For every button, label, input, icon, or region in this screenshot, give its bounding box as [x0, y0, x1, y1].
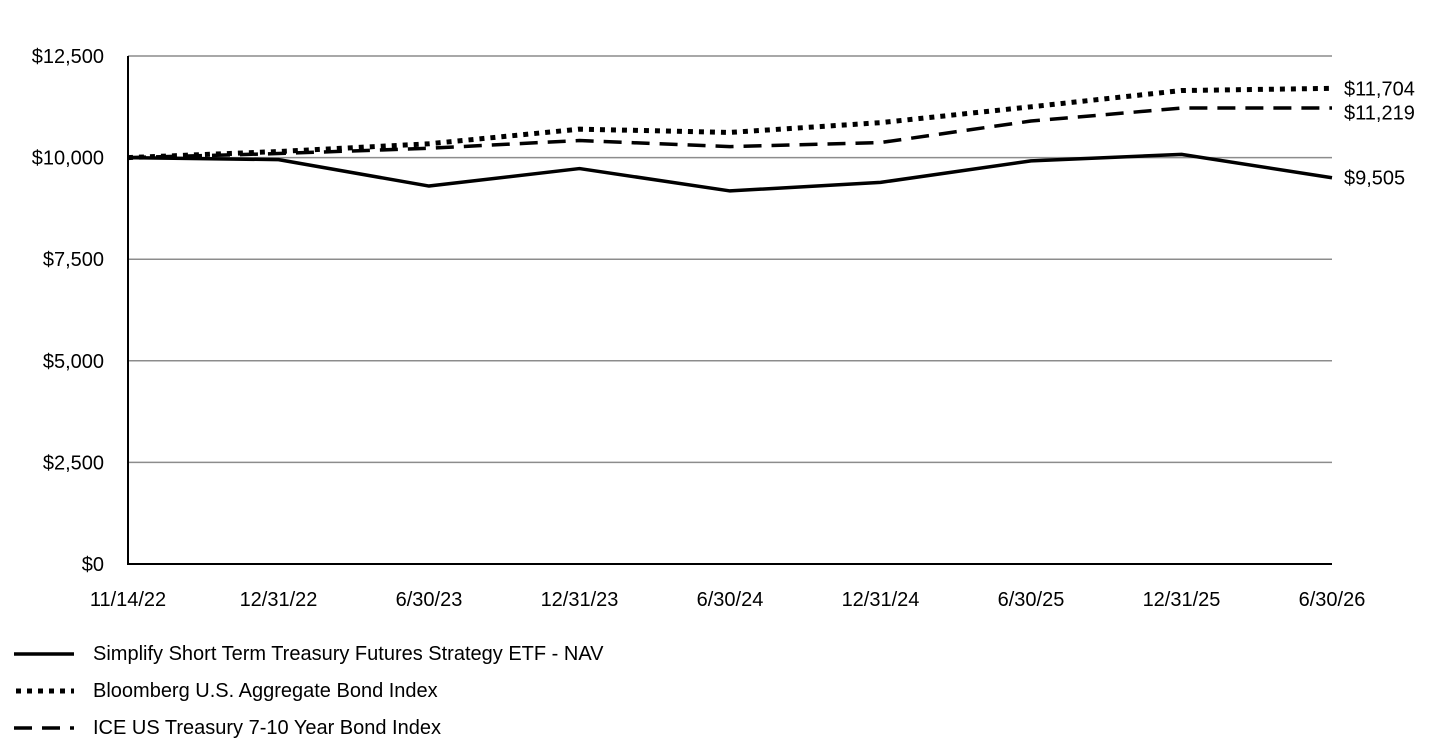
series-line-dashed [127, 106, 1332, 160]
series-line-dotted [127, 85, 1333, 161]
legend-label: ICE US Treasury 7-10 Year Bond Index [93, 717, 441, 739]
y-tick-label: $7,500 [43, 249, 104, 271]
y-axis-ticks: $0 $2,500 $5,000 $7,500 $10,000 $12,500 [32, 46, 104, 576]
end-value-label: $9,505 [1344, 168, 1405, 190]
x-tick-label: 12/31/22 [240, 589, 318, 611]
x-tick-label: 11/14/22 [90, 589, 166, 611]
y-tick-label: $12,500 [32, 46, 104, 68]
x-tick-label: 6/30/24 [697, 589, 764, 611]
x-axis-ticks: 11/14/22 12/31/22 6/30/23 12/31/23 6/30/24 12… [90, 589, 1366, 611]
y-tick-label: $0 [82, 554, 104, 576]
x-tick-label: 12/31/25 [1143, 589, 1221, 611]
legend-swatch-dotted [16, 688, 74, 694]
series-line-solid [127, 152, 1333, 193]
y-tick-label: $2,500 [43, 452, 104, 474]
x-tick-label: 6/30/25 [998, 589, 1065, 611]
end-labels: $11,704$11,219 $9,505 [1344, 78, 1415, 189]
x-tick-label: 6/30/23 [396, 589, 463, 611]
legend-swatch-solid [14, 652, 74, 656]
gridlines [128, 55, 1332, 464]
y-tick-label: $5,000 [43, 351, 104, 373]
x-tick-label: 6/30/26 [1299, 589, 1366, 611]
axes [127, 56, 1332, 565]
legend-label: Simplify Short Term Treasury Futures Str… [93, 643, 604, 665]
x-tick-label: 12/31/24 [842, 589, 920, 611]
series-lines [127, 85, 1333, 193]
end-value-label: $11,219 [1344, 102, 1415, 124]
end-value-label: $11,704 [1344, 78, 1415, 100]
legend-swatch-dashed [14, 726, 74, 730]
y-tick-label: $10,000 [32, 148, 104, 170]
legend-label: Bloomberg U.S. Aggregate Bond Index [93, 680, 438, 702]
x-tick-label: 12/31/23 [541, 589, 619, 611]
